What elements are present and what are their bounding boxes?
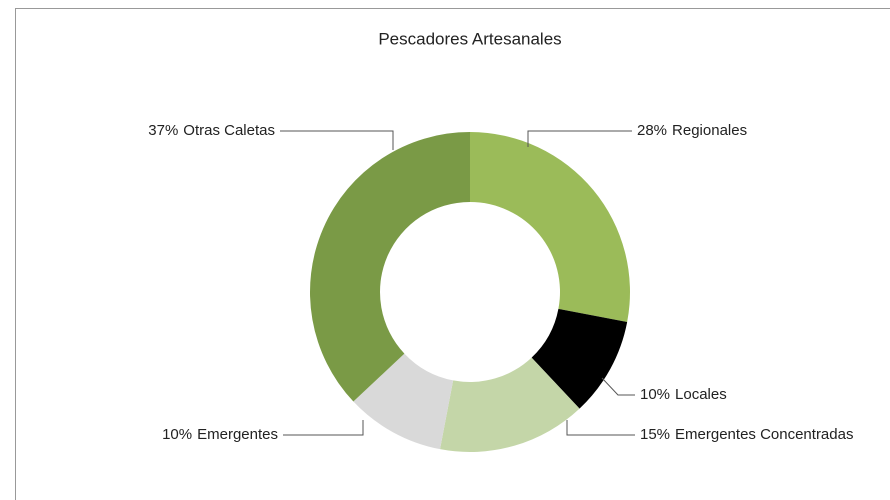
leader-line xyxy=(283,420,364,436)
slice-category-label: Emergentes xyxy=(197,426,278,443)
slice-label: 37% Otras Caletas xyxy=(148,122,275,139)
donut-slice xyxy=(531,308,628,409)
donut-slice xyxy=(310,132,470,402)
slice-value-label: 15% xyxy=(640,426,670,443)
donut-slice xyxy=(470,132,631,322)
slice-category-label: Locales xyxy=(675,386,727,403)
donut-slice xyxy=(353,353,454,450)
leader-line xyxy=(280,130,394,150)
slice-label: 28% Regionales xyxy=(637,122,747,139)
chart-title: Pescadores Artesanales xyxy=(378,29,561,48)
donut-slice xyxy=(440,357,580,452)
leader-line xyxy=(601,377,635,396)
slice-label: 15% Emergentes Concentradas xyxy=(640,426,853,443)
slice-category-label: Emergentes Concentradas xyxy=(675,426,853,443)
slice-value-label: 10% xyxy=(162,426,192,443)
slice-value-label: 10% xyxy=(640,386,670,403)
slice-label: 10% Locales xyxy=(640,386,727,403)
slice-category-label: Regionales xyxy=(672,122,747,139)
slice-value-label: 37% xyxy=(148,122,178,139)
leader-line xyxy=(566,420,635,436)
slice-category-label: Otras Caletas xyxy=(183,122,275,139)
slice-value-label: 28% xyxy=(637,122,667,139)
slice-label: 10% Emergentes xyxy=(162,426,278,443)
leader-line xyxy=(527,130,632,147)
